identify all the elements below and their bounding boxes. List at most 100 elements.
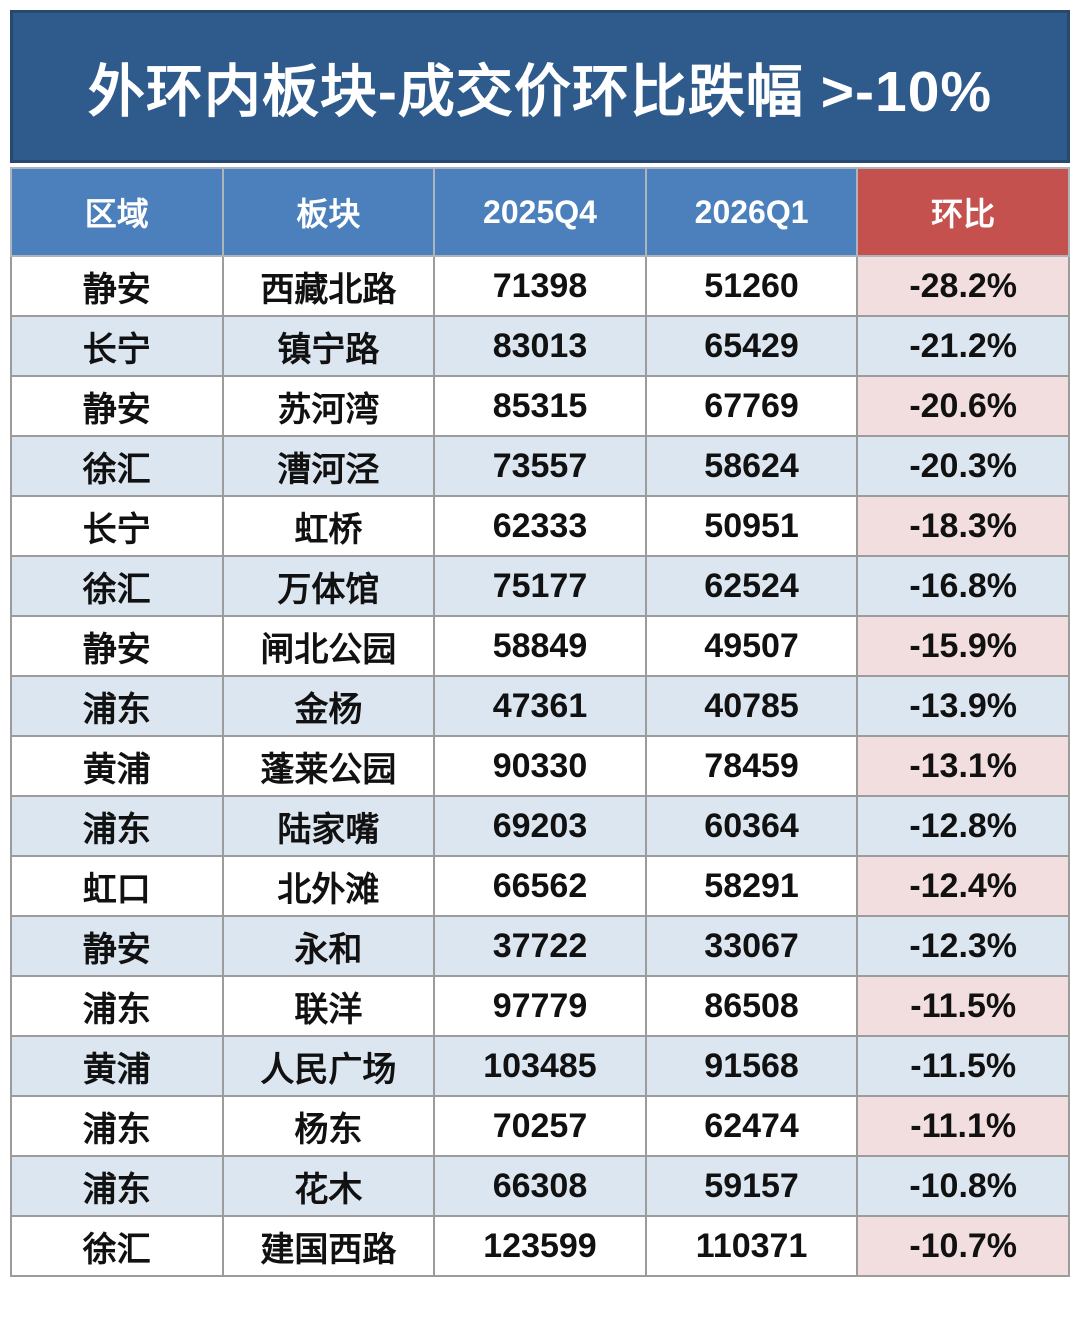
price-2025q4-cell: 66562: [433, 855, 647, 917]
qoq-change-cell: -21.2%: [856, 315, 1070, 377]
district-cell: 浦东: [10, 1095, 224, 1157]
price-2026q1-cell: 62524: [644, 555, 859, 617]
column-header-block: 板块: [221, 167, 436, 257]
district-cell: 浦东: [10, 795, 224, 857]
block-cell: 北外滩: [221, 855, 436, 917]
qoq-change-cell: -11.5%: [856, 1035, 1070, 1097]
table-row: 浦东 陆家嘴 69203 60364 -12.8%: [10, 795, 1070, 857]
table-row: 浦东 联洋 97779 86508 -11.5%: [10, 975, 1070, 1037]
price-2025q4-cell: 75177: [433, 555, 647, 617]
table-row: 浦东 花木 66308 59157 -10.8%: [10, 1155, 1070, 1217]
price-2026q1-cell: 58624: [644, 435, 859, 497]
header-row: 区域 板块 2025Q4 2026Q1 环比: [10, 167, 1070, 257]
table-row: 徐汇 建国西路 123599 110371 -10.7%: [10, 1215, 1070, 1277]
qoq-change-cell: -10.7%: [856, 1215, 1070, 1277]
qoq-change-cell: -18.3%: [856, 495, 1070, 557]
price-2025q4-cell: 69203: [433, 795, 647, 857]
block-cell: 联洋: [221, 975, 436, 1037]
district-cell: 长宁: [10, 495, 224, 557]
price-2025q4-cell: 85315: [433, 375, 647, 437]
price-2025q4-cell: 62333: [433, 495, 647, 557]
qoq-change-cell: -13.1%: [856, 735, 1070, 797]
district-cell: 静安: [10, 255, 224, 317]
qoq-change-cell: -10.8%: [856, 1155, 1070, 1217]
table-row: 徐汇 万体馆 75177 62524 -16.8%: [10, 555, 1070, 617]
qoq-change-cell: -16.8%: [856, 555, 1070, 617]
price-2025q4-cell: 97779: [433, 975, 647, 1037]
price-2026q1-cell: 91568: [644, 1035, 859, 1097]
table-body: 静安 西藏北路 71398 51260 -28.2% 长宁 镇宁路 83013 65429 -21…: [10, 255, 1070, 1277]
price-2026q1-cell: 49507: [644, 615, 859, 677]
qoq-change-cell: -12.8%: [856, 795, 1070, 857]
price-2026q1-cell: 86508: [644, 975, 859, 1037]
table-row: 静安 永和 37722 33067 -12.3%: [10, 915, 1070, 977]
district-cell: 长宁: [10, 315, 224, 377]
block-cell: 漕河泾: [221, 435, 436, 497]
price-2025q4-cell: 73557: [433, 435, 647, 497]
block-cell: 人民广场: [221, 1035, 436, 1097]
column-header-2026q1: 2026Q1: [644, 167, 859, 257]
price-2025q4-cell: 123599: [433, 1215, 647, 1277]
price-2025q4-cell: 37722: [433, 915, 647, 977]
block-cell: 苏河湾: [221, 375, 436, 437]
price-2025q4-cell: 66308: [433, 1155, 647, 1217]
qoq-change-cell: -15.9%: [856, 615, 1070, 677]
block-cell: 陆家嘴: [221, 795, 436, 857]
qoq-change-cell: -12.3%: [856, 915, 1070, 977]
block-cell: 永和: [221, 915, 436, 977]
price-2026q1-cell: 58291: [644, 855, 859, 917]
price-2026q1-cell: 50951: [644, 495, 859, 557]
price-2026q1-cell: 62474: [644, 1095, 859, 1157]
table-row: 虹口 北外滩 66562 58291 -12.4%: [10, 855, 1070, 917]
table-row: 静安 西藏北路 71398 51260 -28.2%: [10, 255, 1070, 317]
price-2025q4-cell: 103485: [433, 1035, 647, 1097]
block-cell: 蓬莱公园: [221, 735, 436, 797]
district-cell: 徐汇: [10, 1215, 224, 1277]
table-row: 长宁 虹桥 62333 50951 -18.3%: [10, 495, 1070, 557]
block-cell: 西藏北路: [221, 255, 436, 317]
table-row: 黄浦 人民广场 103485 91568 -11.5%: [10, 1035, 1070, 1097]
price-2025q4-cell: 71398: [433, 255, 647, 317]
qoq-change-cell: -12.4%: [856, 855, 1070, 917]
table-header: 区域 板块 2025Q4 2026Q1 环比: [10, 167, 1070, 257]
district-cell: 黄浦: [10, 1035, 224, 1097]
district-cell: 徐汇: [10, 435, 224, 497]
district-cell: 静安: [10, 375, 224, 437]
district-cell: 静安: [10, 615, 224, 677]
price-2026q1-cell: 65429: [644, 315, 859, 377]
block-cell: 镇宁路: [221, 315, 436, 377]
column-header-qoq: 环比: [856, 167, 1070, 257]
qoq-change-cell: -20.6%: [856, 375, 1070, 437]
qoq-change-cell: -11.5%: [856, 975, 1070, 1037]
block-cell: 杨东: [221, 1095, 436, 1157]
district-cell: 徐汇: [10, 555, 224, 617]
price-2025q4-cell: 90330: [433, 735, 647, 797]
district-cell: 黄浦: [10, 735, 224, 797]
table-row: 浦东 金杨 47361 40785 -13.9%: [10, 675, 1070, 737]
price-2026q1-cell: 40785: [644, 675, 859, 737]
column-header-district: 区域: [10, 167, 224, 257]
price-2025q4-cell: 70257: [433, 1095, 647, 1157]
price-2026q1-cell: 51260: [644, 255, 859, 317]
block-cell: 万体馆: [221, 555, 436, 617]
price-comparison-table: 区域 板块 2025Q4 2026Q1 环比 静安 西藏北路 71398 51260-…: [10, 167, 1070, 1277]
district-cell: 静安: [10, 915, 224, 977]
table-row: 徐汇 漕河泾 73557 58624 -20.3%: [10, 435, 1070, 497]
table-row: 浦东 杨东 70257 62474 -11.1%: [10, 1095, 1070, 1157]
district-cell: 浦东: [10, 1155, 224, 1217]
price-2025q4-cell: 83013: [433, 315, 647, 377]
qoq-change-cell: -28.2%: [856, 255, 1070, 317]
price-2026q1-cell: 67769: [644, 375, 859, 437]
qoq-change-cell: -20.3%: [856, 435, 1070, 497]
page-title: 外环内板块-成交价环比跌幅 >-10%: [10, 10, 1070, 163]
qoq-change-cell: -13.9%: [856, 675, 1070, 737]
block-cell: 金杨: [221, 675, 436, 737]
block-cell: 建国西路: [221, 1215, 436, 1277]
price-2025q4-cell: 47361: [433, 675, 647, 737]
table-row: 黄浦 蓬莱公园 90330 78459 -13.1%: [10, 735, 1070, 797]
table-row: 静安 苏河湾 85315 67769 -20.6%: [10, 375, 1070, 437]
block-cell: 虹桥: [221, 495, 436, 557]
price-2026q1-cell: 59157: [644, 1155, 859, 1217]
price-2026q1-cell: 33067: [644, 915, 859, 977]
